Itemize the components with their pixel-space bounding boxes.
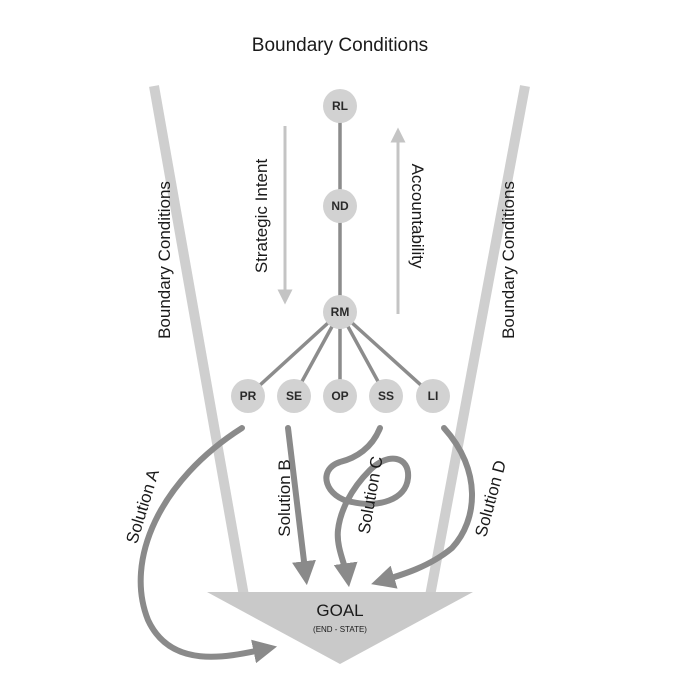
connector-rm-pr [246, 310, 342, 398]
solution-d-path [371, 425, 475, 589]
node-rl: RL [323, 89, 357, 123]
solution-a-label: Solution A [122, 466, 163, 545]
goal-triangle [207, 592, 473, 664]
svg-text:SE: SE [286, 389, 302, 403]
node-ss: SS [369, 379, 403, 413]
goal-subtitle: (END - STATE) [313, 625, 367, 634]
solution-b-label: Solution B [275, 459, 294, 537]
left-boundary-label: Boundary Conditions [155, 181, 174, 339]
node-rm: RM [323, 295, 357, 329]
solution-c-path [323, 425, 412, 588]
left-boundary-line [149, 85, 249, 597]
svg-text:PR: PR [240, 389, 257, 403]
solution-a-path [137, 425, 278, 664]
svg-text:RL: RL [332, 99, 348, 113]
node-pr: PR [231, 379, 265, 413]
solution-d-label: Solution D [471, 458, 510, 539]
diagram-title: Boundary Conditions [252, 35, 428, 56]
strategic-intent-label: Strategic Intent [252, 159, 271, 274]
svg-text:ND: ND [331, 199, 349, 213]
svg-text:OP: OP [331, 389, 348, 403]
accountability-label: Accountability [408, 164, 427, 269]
node-li: LI [416, 379, 450, 413]
node-nd: ND [323, 189, 357, 223]
goal-title: GOAL [316, 601, 363, 620]
svg-text:RM: RM [331, 305, 350, 319]
right-boundary-label: Boundary Conditions [499, 181, 518, 339]
node-op: OP [323, 379, 357, 413]
right-boundary-line [425, 85, 530, 597]
solution-b-path [285, 425, 316, 586]
svg-text:SS: SS [378, 389, 394, 403]
connector-rm-li [338, 310, 435, 398]
node-se: SE [277, 379, 311, 413]
solution-c-label: Solution C [354, 455, 386, 536]
svg-text:LI: LI [428, 389, 439, 403]
